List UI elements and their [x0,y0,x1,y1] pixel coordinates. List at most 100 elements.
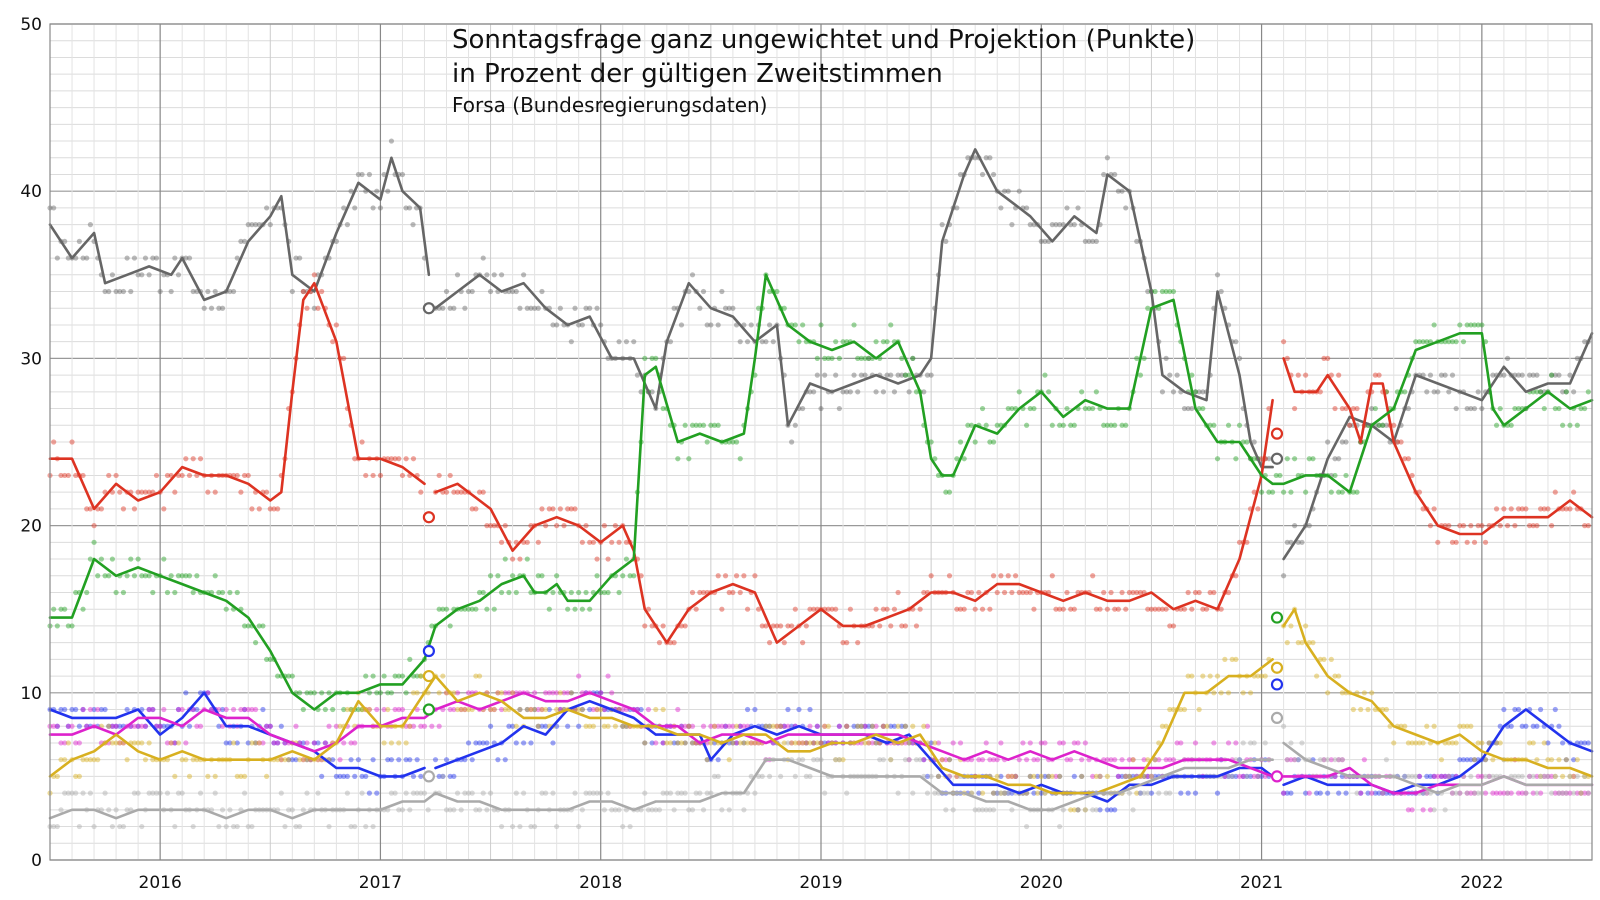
poll-dot [689,740,696,746]
poll-dot [539,573,545,579]
poll-dot [1464,322,1470,328]
poll-dot [730,305,736,311]
poll-dot [396,706,402,713]
poll-dot [1211,589,1217,596]
poll-dot [1585,389,1591,395]
poll-dot [432,757,439,763]
poll-dot [487,573,494,579]
poll-dot [131,506,138,512]
poll-dot [275,740,281,746]
poll-dot [58,706,64,713]
poll-dot [1493,790,1500,796]
poll-dot [388,790,395,796]
poll-dot [1262,673,1268,679]
poll-dot [1504,523,1511,529]
poll-dot [1552,405,1558,412]
poll-dot [150,255,156,261]
poll-dot [84,757,90,763]
poll-dot [1501,706,1507,713]
poll-dot [1046,389,1052,395]
poll-dot [1464,405,1470,412]
poll-dot [150,790,156,796]
poll-dot [381,673,387,679]
poll-dot [814,723,820,729]
poll-dot [1446,773,1452,780]
poll-dot [1167,706,1173,713]
poll-dot [230,823,237,830]
poll-dot [436,723,442,729]
poll-dot [117,740,123,746]
poll-dot [917,757,923,763]
poll-dot [436,773,442,780]
poll-dot [219,706,226,713]
poll-dot [616,807,622,813]
poll-dot [902,723,909,729]
poll-dot [1281,339,1287,345]
poll-dot [1471,322,1478,328]
poll-dot [425,807,431,813]
poll-dot [1211,422,1217,428]
poll-dot [1189,673,1195,679]
poll-dot [175,573,182,579]
poll-dot [1438,372,1445,378]
poll-dot [1225,773,1232,780]
poll-dot [76,238,82,244]
poll-dot [851,372,857,378]
poll-dot [175,706,182,713]
poll-dot [642,740,648,746]
poll-dot [1442,773,1448,780]
poll-dot [752,740,758,746]
poll-dot [1001,790,1008,796]
poll-dot [1413,740,1419,746]
poll-dot [1336,757,1342,763]
poll-dot [183,573,189,579]
poll-dot [238,489,244,495]
series-line [48,758,1274,820]
poll-dot [579,606,585,612]
poll-dot [1482,539,1489,545]
poll-dot [1552,489,1558,495]
poll-dot [1446,523,1452,529]
poll-dot [65,740,71,746]
poll-dot [1079,773,1085,780]
poll-dot [506,690,512,696]
poll-dot [278,757,284,763]
poll-dot [264,656,270,662]
poll-dot [238,773,244,780]
poll-dot [928,372,934,378]
poll-dot [190,823,196,830]
poll-dot [800,640,806,646]
poll-dot [1339,489,1345,495]
poll-dot [1027,405,1033,412]
poll-dot [491,523,497,529]
poll-dot [1211,740,1217,746]
poll-dot [1060,740,1066,746]
poll-dot [315,740,321,746]
poll-dot [241,706,248,713]
x-tick-label: 2018 [579,873,622,893]
poll-dot [858,723,864,729]
poll-dot [1240,740,1246,746]
poll-dot [1024,205,1030,211]
poll-dot [550,506,556,512]
poll-dot [667,339,674,345]
poll-dot [465,690,472,696]
poll-dot [150,706,156,713]
poll-dot [69,723,75,729]
poll-dot [359,171,365,178]
poll-dot [1369,690,1375,696]
poll-dot [333,723,339,729]
poll-dot [770,623,776,629]
poll-dot [1071,740,1077,746]
poll-dot [1115,606,1121,612]
poll-dot [1236,757,1243,763]
poll-dot [146,706,152,713]
poll-dot [348,188,354,194]
poll-dot [785,723,791,729]
poll-dot [895,589,901,596]
poll-dot [855,389,861,395]
poll-dot [293,255,299,261]
poll-dot [1442,372,1448,378]
poll-dot [1130,807,1136,813]
poll-dot [638,389,644,395]
